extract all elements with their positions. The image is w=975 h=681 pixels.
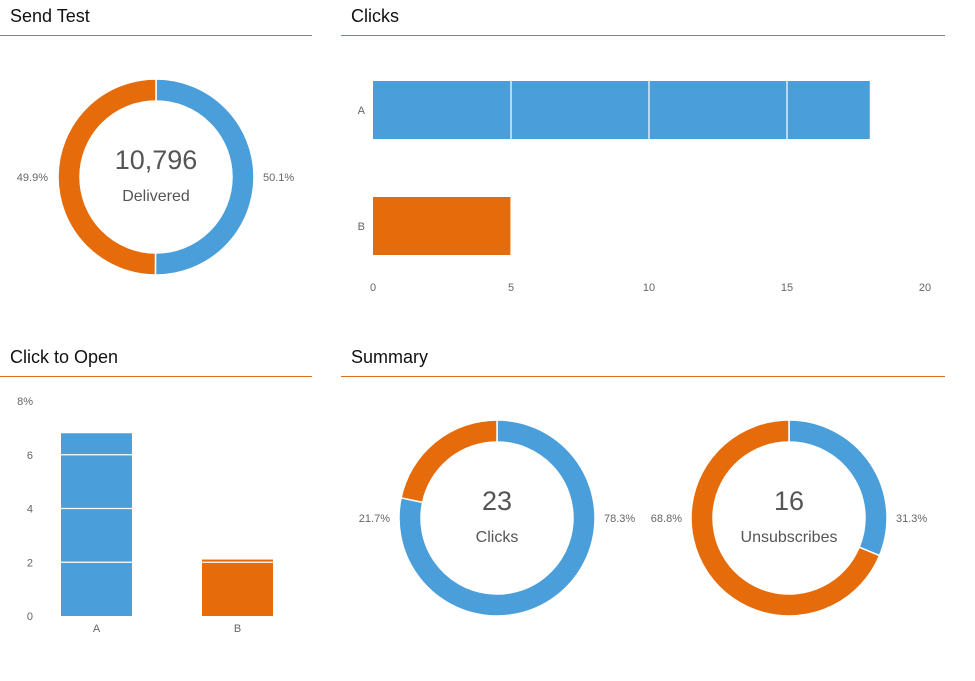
slice-label-a: 50.1% xyxy=(263,172,294,184)
category-label: A xyxy=(93,623,101,635)
tick-label: 8% xyxy=(17,396,33,408)
center-value: 10,796 xyxy=(115,145,198,175)
donut-slice-b xyxy=(400,419,498,504)
bar-a xyxy=(373,81,870,139)
center-value: 23 xyxy=(482,486,512,516)
tick-label: 10 xyxy=(643,282,655,294)
summary-panel: Summary 78.3% 21.7% 23 Clicks 31.3% 68.8% 16 Un… xyxy=(341,341,945,671)
donut-slice-a xyxy=(154,78,255,276)
clicks-bar-chart: A B 0 5 10 15 20 xyxy=(358,70,931,294)
center-label: Unsubscribes xyxy=(741,529,838,546)
tick-label: 6 xyxy=(27,450,33,462)
slice-label-a: 78.3% xyxy=(604,513,635,525)
panel-title: Send Test xyxy=(10,6,90,26)
tick-label: 0 xyxy=(370,282,376,294)
tick-label: 2 xyxy=(27,557,33,569)
center-label: Delivered xyxy=(122,188,190,205)
bar-a xyxy=(61,433,132,616)
slice-label-a: 31.3% xyxy=(896,513,927,525)
bar-b xyxy=(202,559,273,616)
panel-title: Click to Open xyxy=(10,347,119,367)
clicks-panel: Clicks A B 0 5 10 15 20 xyxy=(341,0,945,330)
slice-label-b: 49.9% xyxy=(17,172,48,184)
divider xyxy=(341,35,945,36)
bar-b xyxy=(373,197,511,255)
tick-label: 4 xyxy=(27,504,33,516)
divider xyxy=(341,376,945,377)
tick-label: 20 xyxy=(919,282,931,294)
tick-label: 15 xyxy=(781,282,793,294)
click-to-open-bar-chart: A B 0 2 4 6 8% xyxy=(17,396,290,635)
donut-slice-a xyxy=(398,419,596,617)
tick-label: 0 xyxy=(27,611,33,623)
center-value: 16 xyxy=(774,486,804,516)
category-label: B xyxy=(234,623,241,635)
donut-slice-b xyxy=(690,419,881,617)
panel-title: Summary xyxy=(351,347,429,367)
send-test-panel: Send Test 50.1% 49.9% 10,796 Delivered xyxy=(0,0,312,330)
divider xyxy=(0,35,312,36)
summary-donut-charts: 78.3% 21.7% 23 Clicks 31.3% 68.8% 16 Unsubscrib… xyxy=(359,419,927,617)
category-label: B xyxy=(358,221,365,233)
divider xyxy=(0,376,312,377)
center-label: Clicks xyxy=(476,529,519,546)
category-label: A xyxy=(358,105,366,117)
tick-label: 5 xyxy=(508,282,514,294)
click-to-open-panel: Click to Open A B 0 2 4 6 8% xyxy=(0,341,312,671)
slice-label-b: 68.8% xyxy=(651,513,682,525)
panel-title: Clicks xyxy=(351,6,399,26)
slice-label-b: 21.7% xyxy=(359,513,390,525)
donut-slice-b xyxy=(57,78,157,276)
send-test-donut-chart: 50.1% 49.9% 10,796 Delivered xyxy=(17,78,294,276)
